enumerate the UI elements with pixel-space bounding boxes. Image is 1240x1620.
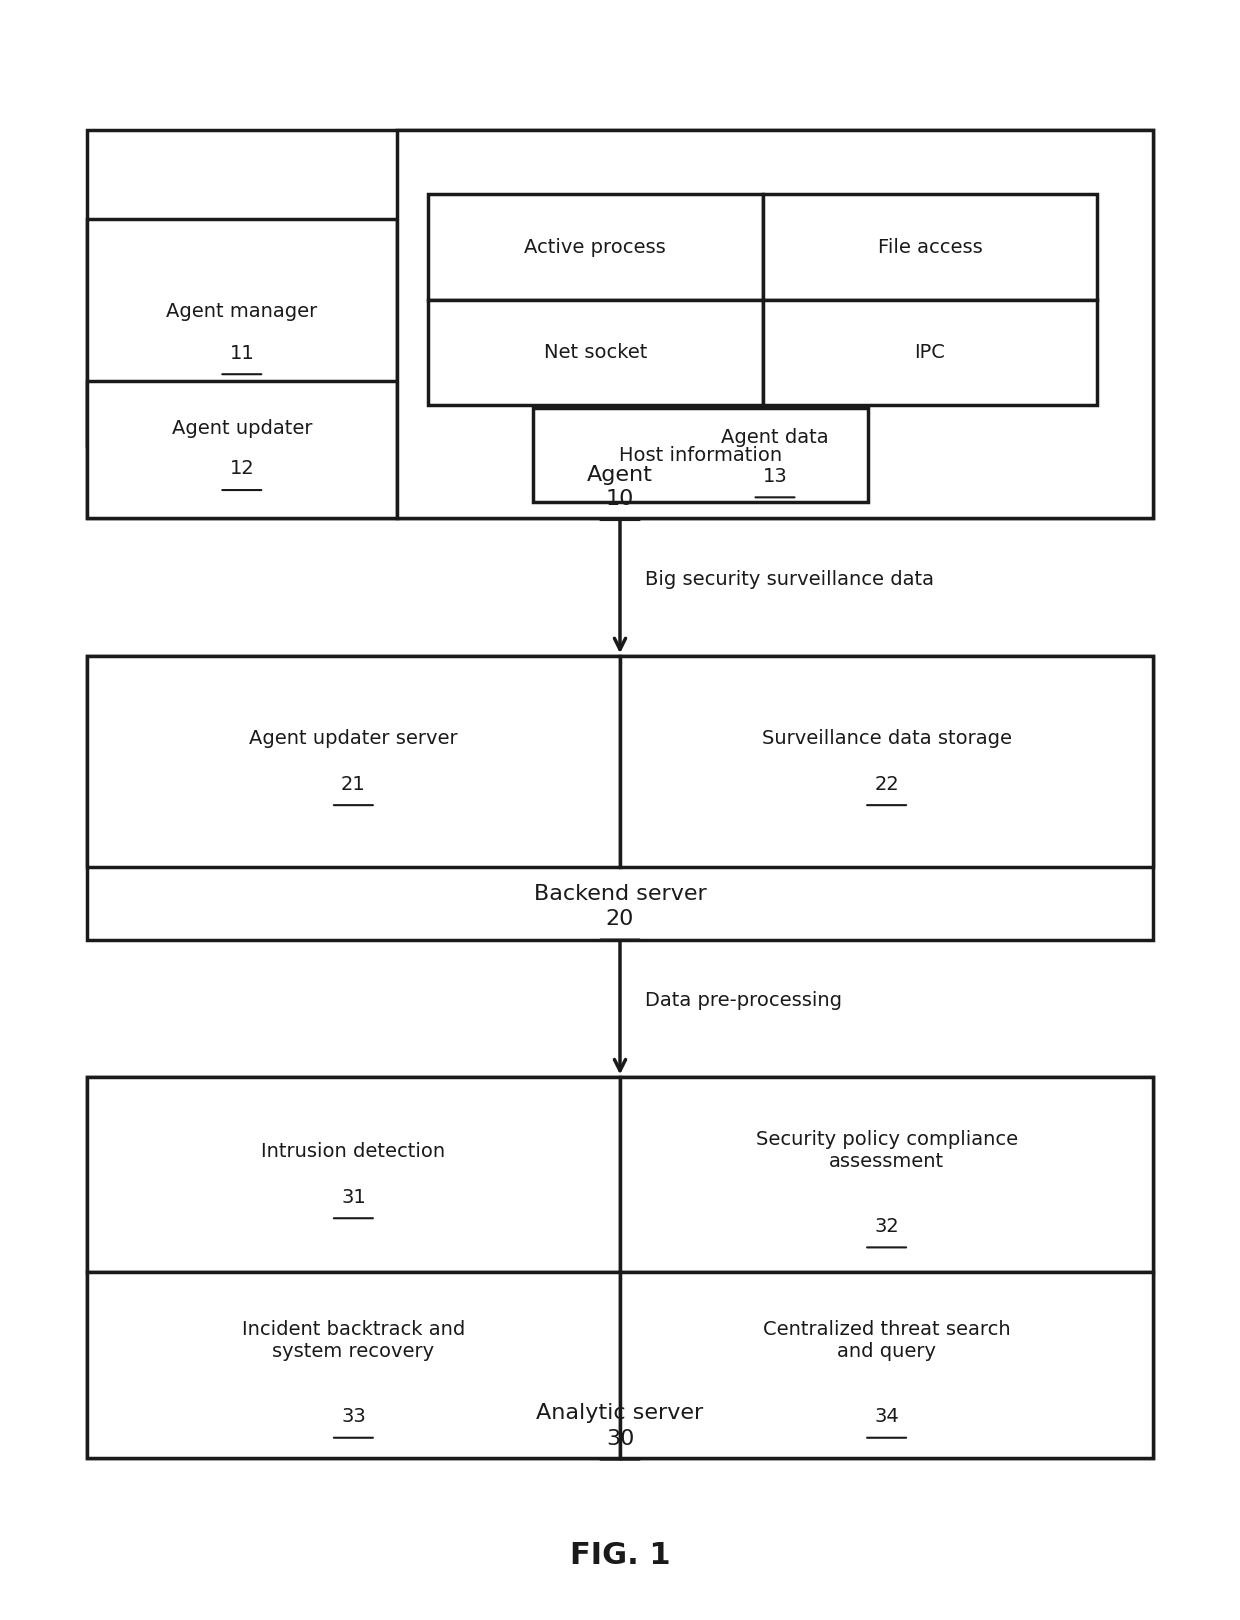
Text: 11: 11: [229, 343, 254, 363]
Text: Centralized threat search
and query: Centralized threat search and query: [763, 1320, 1011, 1361]
Text: Agent updater server: Agent updater server: [249, 729, 458, 748]
Text: 33: 33: [341, 1408, 366, 1426]
Text: 12: 12: [229, 460, 254, 478]
Text: 32: 32: [874, 1217, 899, 1236]
Text: IPC: IPC: [915, 343, 945, 361]
FancyBboxPatch shape: [428, 300, 763, 405]
FancyBboxPatch shape: [87, 1272, 620, 1458]
FancyBboxPatch shape: [620, 1272, 1153, 1458]
FancyBboxPatch shape: [87, 130, 1153, 518]
FancyBboxPatch shape: [87, 219, 397, 446]
Text: Analytic server: Analytic server: [537, 1403, 703, 1422]
FancyBboxPatch shape: [87, 656, 1153, 940]
Text: Intrusion detection: Intrusion detection: [262, 1142, 445, 1162]
FancyBboxPatch shape: [87, 381, 397, 518]
Text: 10: 10: [606, 489, 634, 509]
FancyBboxPatch shape: [533, 408, 868, 502]
Text: 30: 30: [606, 1429, 634, 1448]
Text: Host information: Host information: [619, 446, 782, 465]
FancyBboxPatch shape: [397, 130, 1153, 518]
Text: Active process: Active process: [525, 238, 666, 256]
Text: 31: 31: [341, 1187, 366, 1207]
FancyBboxPatch shape: [87, 1077, 620, 1272]
FancyBboxPatch shape: [87, 656, 620, 867]
Text: Incident backtrack and
system recovery: Incident backtrack and system recovery: [242, 1320, 465, 1361]
Text: 22: 22: [874, 774, 899, 794]
FancyBboxPatch shape: [428, 194, 763, 300]
Text: Big security surveillance data: Big security surveillance data: [645, 570, 934, 588]
Text: Data pre-processing: Data pre-processing: [645, 991, 842, 1009]
Text: Security policy compliance
assessment: Security policy compliance assessment: [755, 1129, 1018, 1171]
Text: Agent: Agent: [587, 465, 653, 484]
Text: 21: 21: [341, 774, 366, 794]
FancyBboxPatch shape: [620, 656, 1153, 867]
Text: Agent manager: Agent manager: [166, 301, 317, 321]
Text: File access: File access: [878, 238, 982, 256]
Text: Surveillance data storage: Surveillance data storage: [761, 729, 1012, 748]
Text: Net socket: Net socket: [543, 343, 647, 361]
FancyBboxPatch shape: [763, 194, 1097, 300]
Text: Agent updater: Agent updater: [171, 420, 312, 437]
FancyBboxPatch shape: [620, 1077, 1153, 1272]
Text: Backend server: Backend server: [533, 885, 707, 904]
Text: 20: 20: [606, 909, 634, 928]
Text: 34: 34: [874, 1408, 899, 1426]
Text: FIG. 1: FIG. 1: [569, 1541, 671, 1570]
FancyBboxPatch shape: [763, 300, 1097, 405]
Text: Agent data: Agent data: [722, 428, 828, 447]
Text: 13: 13: [763, 467, 787, 486]
FancyBboxPatch shape: [87, 1077, 1153, 1458]
